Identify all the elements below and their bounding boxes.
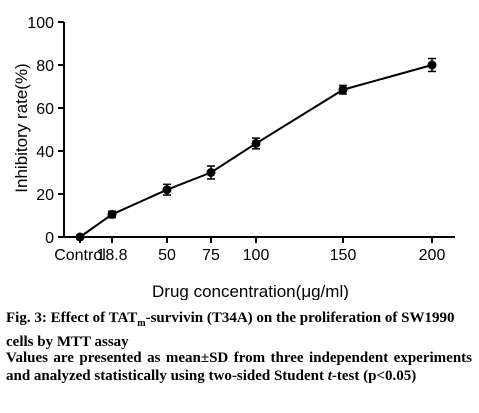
x-axis-title: Drug concentration(μg/ml) xyxy=(152,282,349,300)
caption-title-post: -survivin (T34A) on the proliferation of… xyxy=(6,310,455,350)
y-tick-label: 80 xyxy=(36,58,54,75)
y-axis-ticks: 0 20 40 60 80 100 xyxy=(27,15,64,247)
x-tick-label: Control xyxy=(54,247,106,264)
x-tick-label: 18.8 xyxy=(96,247,127,264)
caption-title-sub: m xyxy=(137,318,146,329)
x-tick-label: 75 xyxy=(202,247,220,264)
x-tick-label: 100 xyxy=(243,247,270,264)
data-point xyxy=(206,168,216,177)
y-tick-label: 0 xyxy=(45,230,54,247)
data-point xyxy=(251,138,261,148)
y-axis-title: Inhibitory rate(%) xyxy=(12,63,31,192)
series-line xyxy=(79,64,433,238)
x-tick-label: 150 xyxy=(330,247,357,264)
data-point xyxy=(107,209,117,219)
y-tick-label: 20 xyxy=(36,187,54,204)
y-tick-label: 100 xyxy=(27,15,54,32)
data-point xyxy=(427,60,437,70)
data-point xyxy=(338,85,348,95)
caption-note-italic: t xyxy=(327,368,332,384)
figure-caption-title: Fig. 3: Effect of TATm-survivin (T34A) o… xyxy=(6,309,472,351)
y-tick-label: 60 xyxy=(36,101,54,118)
series xyxy=(75,57,437,242)
y-tick-label: 40 xyxy=(36,144,54,161)
x-tick-label: 200 xyxy=(419,247,446,264)
figure-caption-note: Values are presented as mean±SD from thr… xyxy=(6,349,472,385)
data-point xyxy=(75,232,85,242)
x-axis-title-unit: μg/ml) xyxy=(301,282,349,300)
x-tick-label: 50 xyxy=(158,247,176,264)
data-point xyxy=(162,185,172,195)
caption-title-pre: Fig. 3: Effect of TAT xyxy=(6,310,138,326)
x-axis-title-main: Drug concentration( xyxy=(152,282,302,300)
caption-note-line1: Values are presented as mean±SD from thr… xyxy=(6,350,472,384)
axes xyxy=(63,22,455,238)
caption-note-line2: -test (p<0.05) xyxy=(331,368,417,384)
